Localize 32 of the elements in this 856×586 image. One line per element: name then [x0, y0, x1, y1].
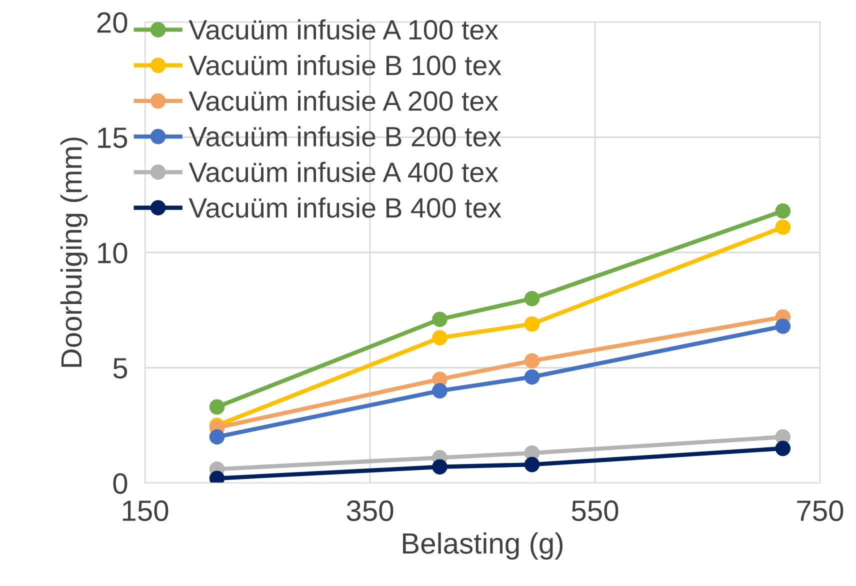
- point: [432, 312, 448, 327]
- legend-label: Vacuüm infusie A 100 tex: [188, 19, 498, 40]
- y-tick-label: 0: [113, 473, 128, 494]
- legend-label: Vacuüm infusie A 400 tex: [188, 162, 498, 182]
- y-tick-label: 10: [98, 242, 128, 264]
- point: [775, 318, 791, 334]
- x-tick-label: 150: [122, 500, 168, 522]
- point: [432, 330, 448, 346]
- y-axis-title: Doorbuiging (mm): [60, 138, 88, 367]
- y-tick-label: 5: [113, 358, 128, 379]
- y-tick-label: 15: [98, 128, 128, 148]
- legend-label: Vacuüm infusie B 400 tex: [188, 197, 502, 218]
- y-tick-label: 20: [97, 12, 128, 33]
- point: [524, 316, 540, 332]
- legend-label: Vacuüm infusie A 200 tex: [188, 90, 498, 111]
- point: [775, 203, 791, 219]
- legend-label: Vacuüm infusie B 100 tex: [188, 54, 502, 76]
- x-tick-label: 550: [572, 500, 618, 522]
- point: [775, 440, 791, 456]
- legend-label: Vacuüm infusie B 200 tex: [188, 126, 502, 147]
- x-tick-label: 350: [346, 500, 394, 522]
- point: [524, 353, 540, 368]
- point: [775, 220, 791, 235]
- point: [432, 459, 448, 475]
- point: [524, 456, 540, 472]
- point: [209, 429, 225, 445]
- x-tick-label: 750: [797, 500, 844, 522]
- x-axis-title: Belasting (g): [403, 532, 563, 560]
- point: [524, 369, 540, 385]
- point: [432, 383, 448, 398]
- point: [524, 290, 540, 306]
- point: [209, 399, 225, 415]
